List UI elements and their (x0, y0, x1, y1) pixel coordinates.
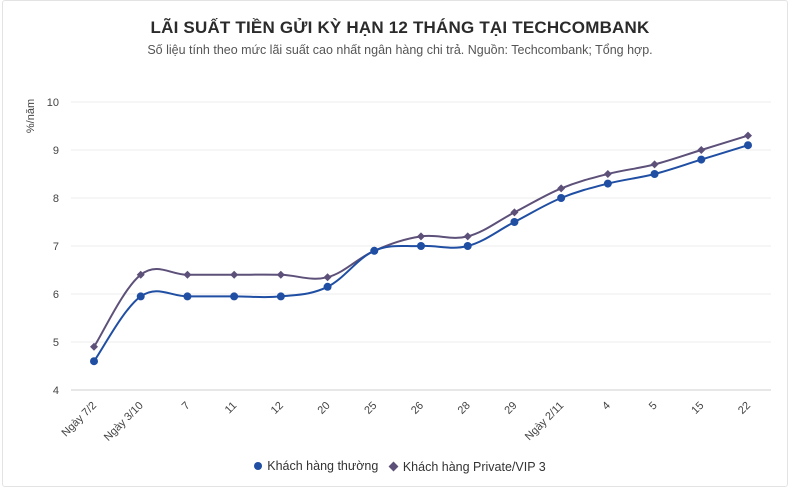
y-tick-label: 7 (53, 241, 59, 253)
data-point-regular[interactable] (650, 170, 659, 178)
data-point-private[interactable] (230, 270, 239, 279)
chart-title: LÃI SUẤT TIỀN GỬI KỲ HẠN 12 THÁNG TẠI TE… (150, 18, 650, 37)
legend-label-regular: Khách hàng thường (267, 459, 379, 473)
x-tick-label: 29 (502, 400, 519, 417)
x-tick-label: 12 (269, 400, 286, 417)
series-line-regular (93, 144, 749, 362)
y-tick-label: 4 (53, 385, 59, 397)
data-point-regular[interactable] (510, 218, 519, 226)
x-tick-label: Ngày 7/2 (60, 400, 100, 440)
data-point-private[interactable] (183, 270, 192, 279)
data-point-regular[interactable] (697, 155, 706, 164)
legend-item-regular[interactable]: Khách hàng thường (254, 459, 378, 473)
data-point-regular[interactable] (90, 357, 98, 366)
series-lines (90, 131, 752, 366)
data-point-private[interactable] (603, 170, 612, 178)
y-tick-label: 8 (53, 193, 59, 205)
y-tick-label: 9 (53, 145, 59, 157)
data-point-regular[interactable] (557, 194, 566, 202)
y-tick-label: 5 (53, 337, 59, 349)
y-axis-label: %/năm (25, 99, 37, 133)
x-tick-label: 25 (362, 400, 379, 417)
legend-label-private: Khách hàng Private/VIP 3 (402, 459, 546, 474)
data-point-private[interactable] (744, 131, 752, 140)
data-point-private[interactable] (276, 270, 285, 279)
series-line-private (93, 134, 749, 348)
x-tick-label: 28 (456, 400, 473, 417)
y-tick-label: 6 (53, 289, 59, 301)
data-point-regular[interactable] (183, 292, 192, 301)
y-axis-ticks: 4 5 6 7 8 9 10 (47, 97, 59, 397)
x-axis-ticks: Ngày 7/2 Ngày 3/10 7 11 12 20 25 26 28 29 Ngày 2/1… (60, 400, 754, 444)
circle-marker-icon (254, 462, 263, 470)
x-tick-label: 4 (600, 400, 613, 413)
data-point-private[interactable] (323, 273, 332, 282)
x-tick-label: 26 (409, 400, 426, 417)
data-point-private[interactable] (136, 270, 145, 279)
x-tick-label: 20 (316, 400, 333, 417)
data-point-regular[interactable] (136, 292, 145, 301)
x-tick-label: 7 (180, 400, 193, 413)
data-point-private[interactable] (510, 208, 519, 217)
chart-subtitle: Số liệu tính theo mức lãi suất cao nhất … (147, 43, 653, 57)
data-point-regular[interactable] (370, 246, 379, 255)
x-tick-label: Ngày 3/10 (102, 400, 146, 444)
data-point-regular[interactable] (230, 292, 239, 301)
y-tick-label: 10 (47, 97, 59, 109)
diamond-marker-icon (388, 461, 399, 472)
data-point-regular[interactable] (276, 292, 285, 301)
x-tick-label: 15 (689, 400, 706, 417)
data-point-regular[interactable] (323, 282, 332, 291)
data-point-private[interactable] (463, 232, 472, 241)
data-point-regular[interactable] (603, 179, 612, 188)
data-point-private[interactable] (557, 184, 566, 193)
data-point-regular[interactable] (417, 242, 425, 250)
x-tick-label: 5 (647, 400, 660, 413)
legend: Khách hàng thường Khách hàng Private/VIP… (0, 459, 800, 474)
data-point-private[interactable] (650, 160, 659, 169)
x-tick-label: 22 (736, 400, 753, 417)
x-tick-label: Ngày 2/11 (523, 400, 566, 443)
data-point-regular[interactable] (744, 141, 752, 150)
data-point-private[interactable] (697, 146, 706, 154)
data-point-regular[interactable] (463, 242, 472, 250)
data-point-private[interactable] (417, 232, 425, 241)
data-point-private[interactable] (90, 342, 98, 351)
x-tick-label: 11 (223, 400, 240, 417)
legend-item-private[interactable]: Khách hàng Private/VIP 3 (388, 459, 546, 474)
